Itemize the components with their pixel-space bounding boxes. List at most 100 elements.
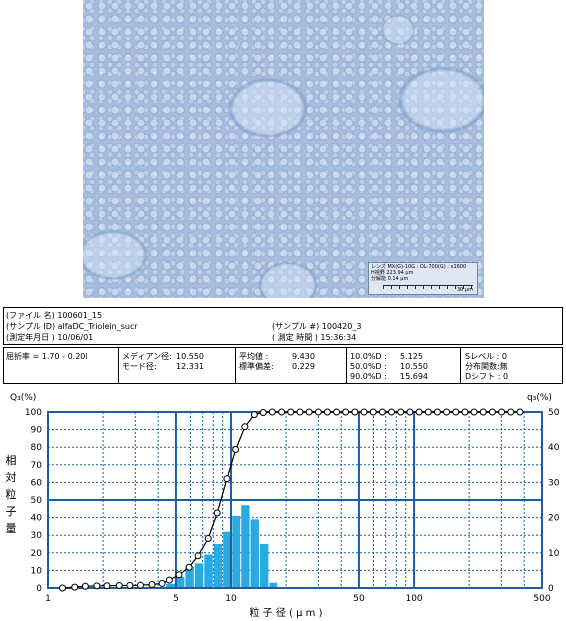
cumulative-point (232, 445, 240, 453)
cumulative-point (360, 408, 368, 416)
scale-bar-label: 30 μm (456, 287, 473, 293)
cumulative-point (268, 408, 276, 416)
y-tick-label-left: 50 (31, 496, 43, 506)
cumulative-point (378, 408, 386, 416)
cumulative-point (333, 408, 341, 416)
cumulative-point (103, 582, 111, 590)
cumulative-point (259, 409, 267, 417)
cumulative-point (406, 408, 414, 416)
sd-label: 標準偏差: (239, 362, 274, 371)
y-tick-label-left: 60 (31, 478, 43, 488)
cumulative-curve (58, 408, 524, 592)
cumulative-point (194, 552, 202, 560)
cumulative-point (452, 408, 460, 416)
distribution-bar (185, 566, 194, 588)
cumulative-point (223, 475, 231, 483)
scale-info-box: レンズ MX(G)-10G : OL-700(G) : x1600 H視野 22… (368, 262, 478, 295)
y-tick-label-right: 30 (548, 478, 560, 488)
distribution-bar (223, 531, 232, 588)
cumulative-point (93, 582, 101, 590)
mode-label: モード径: (122, 362, 157, 371)
x-tick-label: 500 (533, 594, 550, 604)
cumulative-point (507, 408, 515, 416)
cumulative-point (250, 411, 258, 419)
y-tick-label-right: 0 (548, 584, 554, 594)
d-shift: Dシフト : 0 (465, 372, 509, 381)
y-tick-label-left: 100 (25, 408, 42, 418)
s-level: Sレベル : 0 (465, 352, 507, 361)
distribution-bar (176, 576, 185, 588)
micrograph-image: レンズ MX(G)-10G : OL-700(G) : x1600 H視野 22… (83, 0, 484, 298)
cumulative-point (305, 408, 313, 416)
mode-value: 12.331 (176, 362, 204, 371)
cumulative-point (388, 408, 396, 416)
distribution-bar (166, 583, 176, 588)
cumulative-point (342, 408, 350, 416)
cumulative-point (126, 581, 134, 589)
cumulative-point (424, 408, 432, 416)
y-tick-label-left: 90 (31, 426, 43, 436)
d50-value: 10.550 (400, 362, 428, 371)
cumulative-point (397, 408, 405, 416)
distribution-bar (232, 515, 241, 588)
cumulative-point (175, 571, 183, 579)
median-value: 10.550 (176, 352, 204, 361)
x-axis-title: 粒 子 径 ( μ m ) (250, 606, 323, 619)
cumulative-point (369, 408, 377, 416)
cumulative-point (443, 408, 451, 416)
file-name: (ファイル 名) 100601_15 (6, 311, 103, 320)
y-tick-label-left: 40 (31, 514, 43, 524)
cumulative-point (115, 582, 123, 590)
y-tick-label-right: 20 (548, 514, 560, 524)
y-tick-label-left: 10 (31, 566, 43, 576)
distribution-bar (194, 563, 204, 588)
d90-value: 15.694 (400, 372, 428, 381)
cumulative-point (165, 576, 173, 584)
x-tick-label: 1 (45, 594, 51, 604)
cumulative-point (204, 535, 212, 543)
measure-time: ( 測定 時間 ) 15:36:34 (272, 333, 357, 342)
cumulative-point (278, 408, 286, 416)
cumulative-point (498, 408, 506, 416)
distribution-bar (204, 554, 213, 588)
scale-bar (383, 285, 473, 289)
cumulative-point (488, 408, 496, 416)
y-tick-label-right: 10 (548, 549, 560, 559)
d50-label: 50.0%D : (350, 362, 387, 371)
cumulative-point (148, 580, 156, 588)
cumulative-point (241, 423, 249, 431)
mean-label: 平均値 : (239, 352, 269, 361)
file-info-box (3, 307, 563, 345)
scale-line-resolution: 分解能 0.14 μm (371, 276, 409, 282)
cumulative-point (433, 408, 441, 416)
stats-divider (235, 347, 236, 384)
cumulative-point (323, 408, 331, 416)
refractive-index: 屈折率 = 1.70 - 0.20i (6, 352, 88, 361)
y-side-label-char: 量 (6, 522, 17, 535)
cumulative-point (158, 579, 166, 587)
measure-date: (測定年月日 ) 10/06/01 (6, 333, 94, 342)
right-axis-title: q₃(%) (527, 393, 552, 403)
d10-label: 10.0%D : (350, 352, 387, 361)
cumulative-point (516, 408, 524, 416)
cumulative-point (185, 563, 193, 571)
scale-line-lens: レンズ MX(G)-10G : OL-700(G) : x1600 (371, 264, 467, 270)
sd-value: 0.229 (292, 362, 315, 371)
distribution-bar (259, 544, 269, 588)
grid-major (47, 411, 543, 589)
cumulative-point (470, 408, 478, 416)
distribution-bar (250, 519, 259, 588)
y-tick-label-right: 50 (548, 408, 560, 418)
cumulative-point (81, 582, 89, 590)
x-tick-label: 50 (353, 594, 365, 604)
distribution-bar (241, 505, 250, 588)
d90-label: 90.0%D : (350, 372, 387, 381)
stats-divider (118, 347, 119, 384)
cumulative-point (287, 408, 295, 416)
bar-series (156, 505, 278, 588)
scale-line-field: H視野 223.94 μm (371, 270, 414, 276)
cumulative-point (296, 408, 304, 416)
cumulative-point (71, 583, 79, 591)
sample-id: (サンプル ID) alfaDC_Triolein_sucr (6, 322, 138, 331)
cumulative-point (415, 408, 423, 416)
